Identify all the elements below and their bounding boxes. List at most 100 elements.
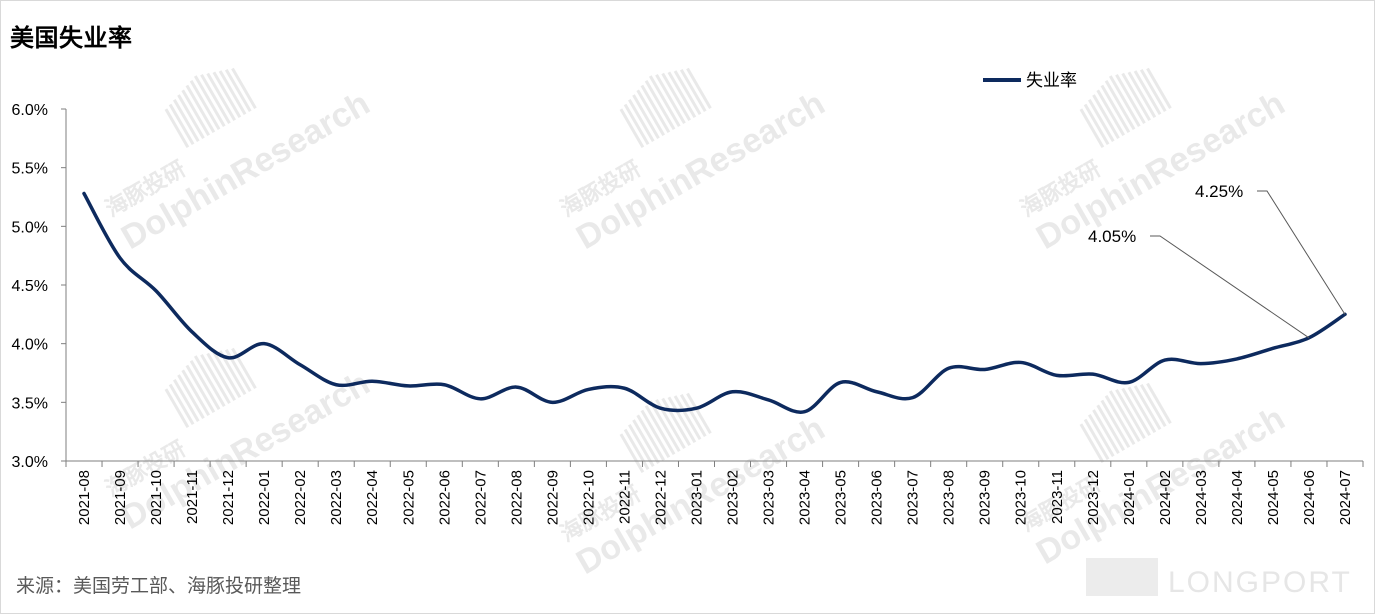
y-tick-labels: 6.0% 5.5% 5.0% 4.5% 4.0% 3.5% 3.0% [12,102,48,471]
legend-label: 失业率 [1026,71,1077,91]
x-tick-label: 2023-01 [688,470,705,525]
x-tick-label: 2023-12 [1085,470,1102,525]
x-tick-label: 2022-07 [472,470,489,525]
series-layer [82,191,1347,414]
y-tick-label: 3.0% [12,454,48,471]
watermark-bar [632,419,660,465]
x-tick-label: 2023-02 [725,470,742,525]
watermark-bar [627,98,655,143]
x-tick-label: 2022-04 [364,470,381,525]
x-tick-label: 2021-12 [220,470,237,525]
watermark-bar [177,374,205,420]
watermark-bar [644,80,676,131]
watermark-bar [168,383,195,426]
watermark-bar [1083,103,1110,146]
chart-title: 美国失业率 [10,24,133,52]
watermark-bar [1083,418,1110,461]
x-tick-label: 2024-05 [1265,470,1282,525]
watermark-bar [168,103,195,146]
x-tick-label: 2024-01 [1121,470,1138,525]
x-tick-label: 2022-01 [256,470,273,525]
x-tick-label: 2022-10 [580,470,597,525]
y-tick-label: 4.0% [12,337,48,354]
watermark-bar [224,68,252,113]
watermark-bar [189,80,221,131]
x-tick-label: 2022-05 [400,470,417,525]
watermark-bar [172,98,200,143]
x-tick-label: 2022-03 [328,470,345,525]
watermark-bar [1139,68,1167,113]
watermark-bar [1104,395,1136,446]
watermark-bar [1100,399,1131,449]
watermark-bar [177,94,205,140]
annotation-layer: 4.05% 4.25% [1088,182,1346,339]
watermark-bar [1133,385,1162,431]
watermark-bar [185,364,216,414]
watermark-bar [1127,71,1157,119]
x-tick-labels: 2021-08 2021-09 2021-10 2021-11 2021-12 2022-… [76,470,1354,525]
annotation-label: 4.05% [1088,227,1136,246]
watermark-bar [655,399,686,450]
watermark-bar [193,355,226,408]
watermark-bar [686,392,712,435]
x-tick-label: 2023-07 [905,470,922,525]
y-tick-label: 3.5% [12,395,48,412]
watermark-bar [623,103,650,146]
watermark-bar [619,108,645,149]
axes [61,108,1364,467]
watermark-bar [640,84,671,134]
watermark-bar [218,350,247,396]
watermark-bar [1096,404,1125,452]
watermark-bar [661,72,691,122]
watermark-bar [1100,84,1131,134]
watermark-bar [619,433,645,474]
watermark-bar [640,409,671,459]
watermark-bar [673,70,702,116]
x-tick-label: 2024-07 [1337,470,1354,525]
x-tick-label: 2021-08 [76,470,93,525]
watermark-bar [644,405,676,456]
watermark-bars [164,347,257,429]
watermark-bar [172,378,200,423]
watermark-bar [648,75,681,128]
watermark-bar [673,395,702,441]
watermark-bar [686,67,712,110]
x-tick-label: 2022-11 [616,470,633,524]
watermark-bar [193,75,226,128]
watermark-bar [1087,413,1115,458]
x-tick-label: 2022-09 [544,470,561,525]
legend: 失业率 [983,71,1077,91]
x-tick-label: 2024-02 [1157,470,1174,525]
logo-mark [1086,558,1158,596]
x-tick-label: 2024-04 [1229,470,1246,525]
watermark-bar [679,393,707,438]
watermark-bar [224,348,252,393]
watermark-bar [1121,387,1151,437]
annotation-leader-line [1150,235,1310,339]
watermark-bar [231,67,257,110]
watermark-bars [619,67,712,149]
watermark-bar [200,74,231,125]
x-tick-label: 2023-09 [977,470,994,525]
watermark-bar [1087,98,1115,143]
watermark-bar [212,71,242,119]
y-tick-label: 6.0% [12,102,48,119]
watermark-bar [648,400,681,453]
annotation-leader-line [1257,190,1346,315]
x-tick-label: 2021-09 [112,470,129,525]
x-tick-label: 2023-08 [941,470,958,525]
watermark-bar [1092,94,1120,140]
watermark-bar [164,108,190,149]
logo-text: LONGPORT [1168,566,1352,599]
watermark-bar [1096,89,1125,137]
watermark-bars [619,392,712,474]
watermark-bar [181,89,210,137]
watermark-bars [1079,67,1172,149]
x-tick-label: 2023-10 [1013,470,1030,525]
x-tick-label: 2022-08 [508,470,525,525]
watermark-bar [636,89,665,137]
watermark-bar [1139,383,1167,428]
watermark-bar [1127,386,1157,434]
